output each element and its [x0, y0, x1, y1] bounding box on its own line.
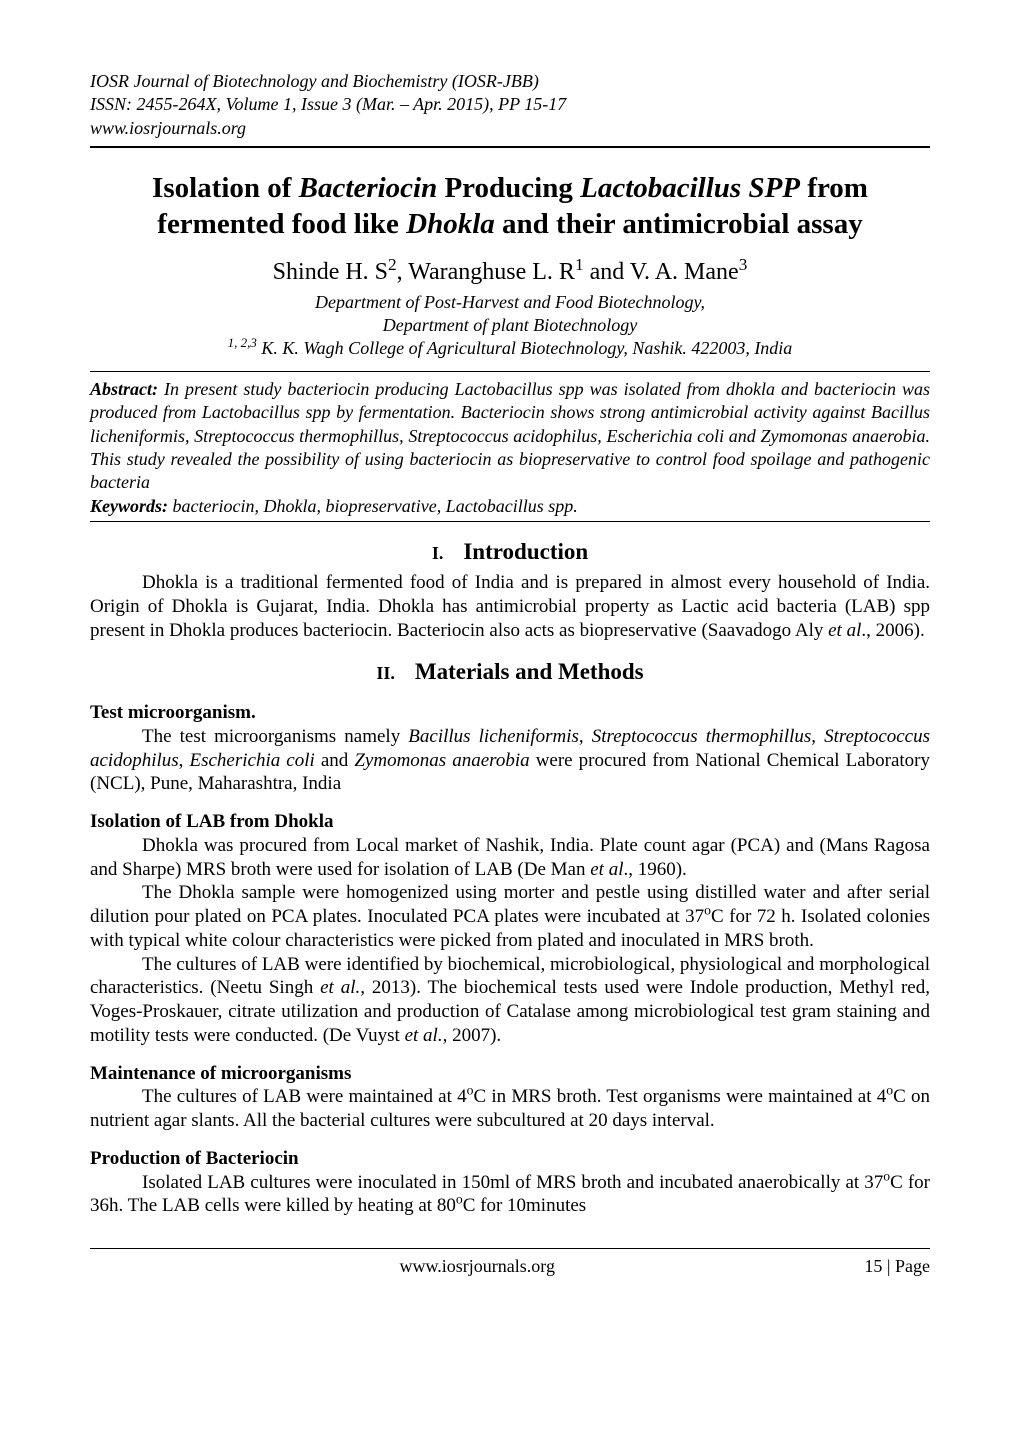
footer: www.iosrjournals.org 15 | Page — [90, 1255, 930, 1278]
intro-p1: Dhokla is a traditional fermented food o… — [90, 571, 930, 642]
isolation-lab-p1: Dhokla was procured from Local market of… — [90, 834, 930, 882]
footer-url: www.iosrjournals.org — [399, 1255, 555, 1278]
journal-url: www.iosrjournals.org — [90, 117, 930, 140]
authors: Shinde H. S2, Waranghuse L. R1 and V. A.… — [90, 257, 930, 287]
section-heading-methods: II. Materials and Methods — [90, 658, 930, 687]
subheading-isolation-lab: Isolation of LAB from Dhokla — [90, 810, 930, 834]
section-heading-intro: I. Introduction — [90, 538, 930, 567]
section-title-intro: Introduction — [463, 539, 588, 564]
isolation-lab-p2: The Dhokla sample were homogenized using… — [90, 881, 930, 952]
footer-rule — [90, 1248, 930, 1249]
journal-header: IOSR Journal of Biotechnology and Bioche… — [90, 70, 930, 140]
abstract-text: In present study bacteriocin producing L… — [90, 379, 930, 493]
keywords-label: Keywords: — [90, 496, 168, 516]
abstract-block: Abstract: In present study bacteriocin p… — [90, 378, 930, 495]
paper-title: Isolation of Bacteriocin Producing Lacto… — [90, 170, 930, 243]
footer-page-number: 15 | Page — [864, 1255, 930, 1278]
keywords-text: bacteriocin, Dhokla, biopreservative, La… — [168, 496, 578, 516]
affiliation-3: 1, 2,3 K. K. Wagh College of Agricultura… — [90, 337, 930, 360]
isolation-lab-p3: The cultures of LAB were identified by b… — [90, 953, 930, 1048]
subheading-test-microorganism: Test microorganism. — [90, 701, 930, 725]
abstract-top-rule — [90, 371, 930, 372]
subheading-maintenance: Maintenance of microorganisms — [90, 1062, 930, 1086]
section-number-methods: II. — [376, 663, 395, 683]
journal-name: IOSR Journal of Biotechnology and Bioche… — [90, 70, 930, 93]
test-microorganism-p1: The test microorganisms namely Bacillus … — [90, 725, 930, 796]
section-number-intro: I. — [432, 543, 444, 563]
affiliation-1: Department of Post-Harvest and Food Biot… — [90, 291, 930, 314]
maintenance-p1: The cultures of LAB were maintained at 4… — [90, 1085, 930, 1133]
header-rule — [90, 146, 930, 148]
production-bacteriocin-p1: Isolated LAB cultures were inoculated in… — [90, 1171, 930, 1219]
subheading-production-bacteriocin: Production of Bacteriocin — [90, 1147, 930, 1171]
section-title-methods: Materials and Methods — [415, 659, 644, 684]
abstract-label: Abstract: — [90, 379, 158, 399]
journal-issue: ISSN: 2455-264X, Volume 1, Issue 3 (Mar.… — [90, 93, 930, 116]
keywords-line: Keywords: bacteriocin, Dhokla, biopreser… — [90, 495, 930, 518]
abstract-bottom-rule — [90, 521, 930, 522]
affiliation-2: Department of plant Biotechnology — [90, 314, 930, 337]
